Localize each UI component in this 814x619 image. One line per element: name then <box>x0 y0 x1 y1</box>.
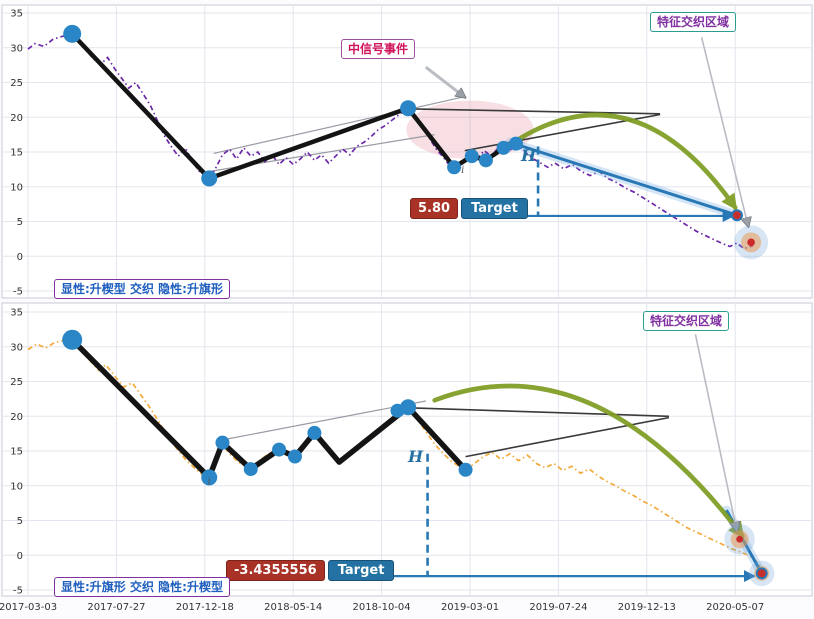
target-value-top: 5.80 <box>410 198 459 219</box>
y-tick-label: 15 <box>10 447 23 458</box>
pivot-dot <box>478 153 493 168</box>
convergence-point <box>747 238 755 247</box>
i-marker: i <box>207 476 210 487</box>
trend-channel-line <box>465 416 670 458</box>
target-dot <box>755 567 768 580</box>
pivot-dot <box>464 149 479 164</box>
height-marker-top: H <box>521 146 537 165</box>
y-tick-label: 0 <box>17 551 23 562</box>
target-dot <box>730 209 743 222</box>
signal-event-label: 中信号事件 <box>341 39 416 59</box>
y-tick-label: 10 <box>10 182 23 193</box>
zone-pointer-arrow <box>700 37 749 227</box>
x-tick-label: 2017-07-27 <box>87 602 145 613</box>
feature-zone-label-top: 特征交织区域 <box>650 12 737 32</box>
pivot-dot <box>201 170 218 187</box>
trend-channel-line <box>412 108 661 115</box>
pivot-dot <box>215 435 230 450</box>
pivot-dot <box>458 462 473 477</box>
y-tick-label: 30 <box>10 43 23 54</box>
y-tick-label: 20 <box>10 412 23 423</box>
target-annotation-bottom: -3.4355556 Target <box>226 560 395 581</box>
target-label-bottom: Target <box>327 560 395 581</box>
y-tick-label: -5 <box>13 586 23 597</box>
pattern-summary-label-bottom: 显性:升旗形 交织 隐性:升楔型 <box>54 577 230 597</box>
pivot-dot <box>201 469 218 486</box>
feature-zone-label-bottom: 特征交织区域 <box>643 311 730 331</box>
y-tick-label: 5 <box>17 217 23 228</box>
y-tick-label: 25 <box>10 78 23 89</box>
y-tick-label: 10 <box>10 481 23 492</box>
pivot-dot <box>307 425 322 440</box>
pivot-dot <box>287 449 302 464</box>
panel-background <box>1 302 813 597</box>
pivot-dot <box>400 100 417 117</box>
y-tick-label: 0 <box>17 252 23 263</box>
lower-chart: 35 30 25 20 15 10 5 0 -5 i <box>1 302 813 597</box>
pivot-dot <box>63 24 82 43</box>
target-label-top: Target <box>461 198 528 219</box>
pivot-dot <box>62 329 83 350</box>
target-annotation-top: 5.80 Target <box>410 198 528 219</box>
x-tick-label: 2018-05-14 <box>264 602 322 613</box>
x-tick-label: 2019-07-24 <box>529 602 587 613</box>
pivot-dot <box>243 462 258 477</box>
x-tick-label: 2019-03-01 <box>441 602 499 613</box>
pattern-summary-label-top: 显性:升楔型 交织 隐性:升旗形 <box>54 279 230 299</box>
projection-line <box>509 140 738 217</box>
signal-pointer-arrow <box>424 66 466 99</box>
x-tick-label: 2020-05-07 <box>706 602 764 613</box>
y-tick-label: -5 <box>13 287 23 298</box>
y-tick-label: 35 <box>10 9 23 20</box>
i-marker: i <box>461 165 464 176</box>
height-marker-bottom: H <box>408 447 424 466</box>
y-tick-label: 25 <box>10 377 23 388</box>
x-tick-label: 2017-03-03 <box>0 602 57 613</box>
x-tick-label: 2019-12-13 <box>618 602 676 613</box>
y-tick-label: 30 <box>10 342 23 353</box>
target-value-bottom: -3.4355556 <box>226 560 325 581</box>
y-tick-label: 20 <box>10 113 23 124</box>
x-tick-label: 2018-10-04 <box>353 602 411 613</box>
pivot-dot <box>508 136 523 151</box>
pivot-dot <box>272 442 287 457</box>
pivot-dot <box>447 160 462 175</box>
price-series-line <box>27 32 754 250</box>
zigzag-trend-line <box>69 337 469 481</box>
y-tick-label: 5 <box>17 516 23 527</box>
price-series-line <box>27 338 763 569</box>
projection-green-arrow <box>432 383 745 539</box>
y-tick-label: 35 <box>10 308 23 319</box>
trend-channel-line <box>213 95 466 154</box>
x-tick-label: 2017-12-18 <box>176 602 234 613</box>
convergence-point <box>736 535 744 543</box>
y-tick-label: 15 <box>10 148 23 159</box>
zone-pointer-arrow <box>694 334 737 531</box>
pivot-dot <box>496 140 511 155</box>
trend-channel-line <box>412 407 669 418</box>
pivot-dot <box>400 399 417 416</box>
projection-green-arrow <box>518 112 738 211</box>
